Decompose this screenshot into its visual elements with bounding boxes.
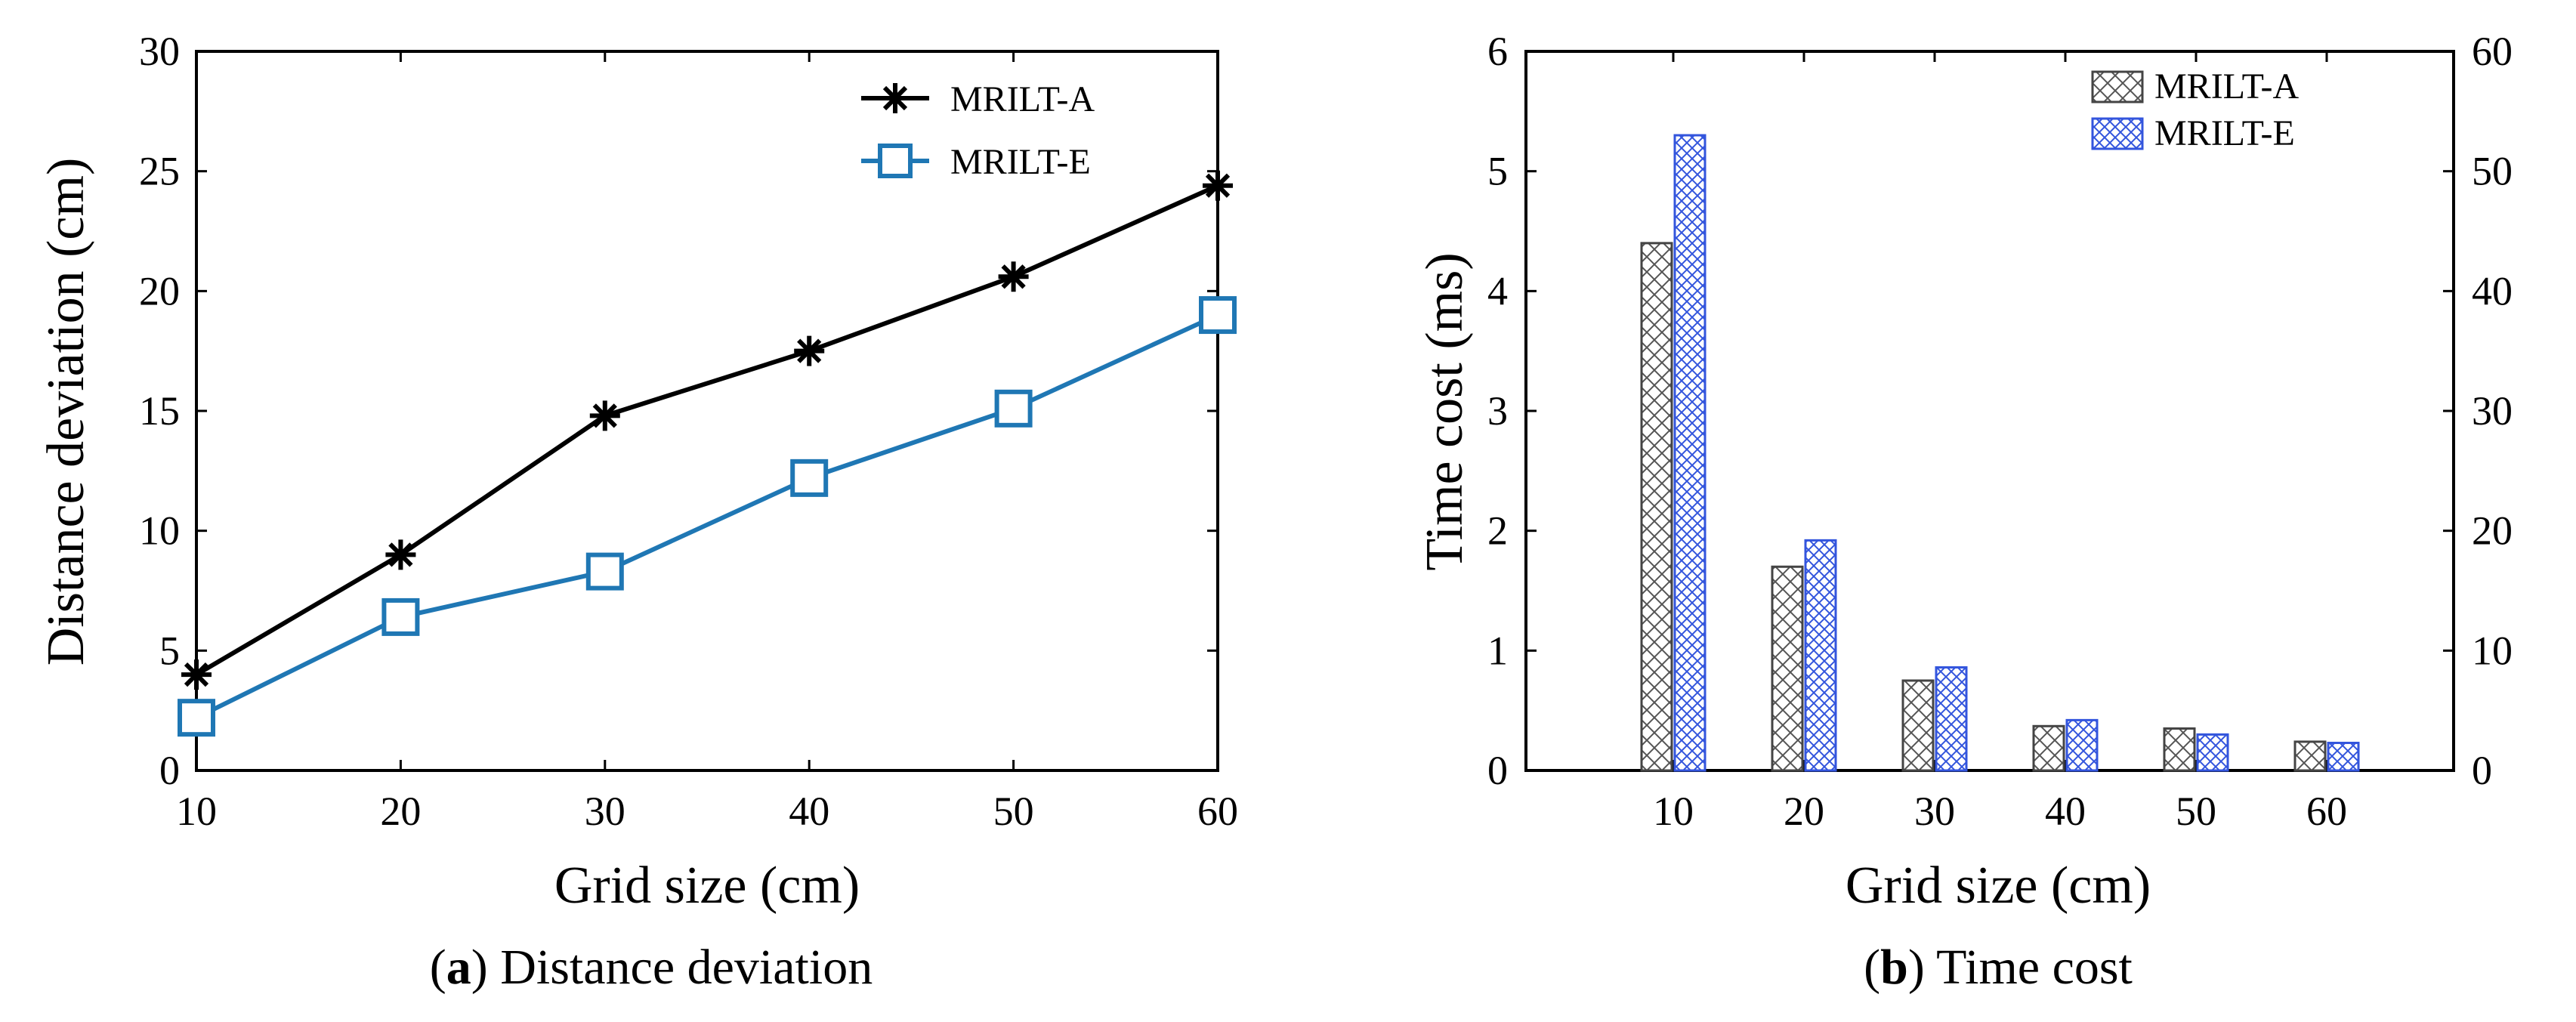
bar-mrilt-a (2163, 727, 2196, 772)
legend-label-mrilt-e-bar: MRILT-E (2154, 113, 2295, 153)
chart-a-x-axis-label: Grid size (cm) (554, 857, 860, 915)
legend-item-mrilt-e: MRILT-E (861, 142, 1091, 182)
bar-mrilt-a (1640, 242, 1673, 772)
data-point-mrilt-a (589, 400, 620, 431)
x-tick-label: 20 (1784, 789, 1824, 834)
chart-b-legend: MRILT-A MRILT-E (2091, 66, 2299, 153)
legend-item-mrilt-a: MRILT-A (861, 79, 1095, 119)
legend-marker-mrilt-a (880, 83, 910, 113)
data-point-mrilt-a (1203, 170, 1233, 201)
y-tick-label: 30 (139, 29, 180, 74)
y-tick-label: 20 (139, 268, 180, 313)
x-tick-label: 50 (993, 789, 1034, 834)
x-tick-label: 40 (2045, 789, 2086, 834)
x-tick-label: 60 (1197, 789, 1238, 834)
y-tick-label: 15 (139, 388, 180, 434)
legend-item-mrilt-a-bar: MRILT-A (2091, 66, 2299, 107)
data-point-mrilt-e (585, 552, 624, 591)
chart-b-caption: (b) Time cost (1864, 940, 2133, 995)
chart-b-caption-text: Time cost (1936, 940, 2133, 995)
chart-a-caption-text: Distance deviation (500, 940, 873, 995)
bar-mrilt-e (1673, 134, 1707, 772)
chart-b-x-axis: 10 20 30 40 50 60 (1653, 51, 2347, 834)
chart-b-y-axis-label: Time cost (ms) (1416, 252, 1474, 570)
data-point-mrilt-a (794, 335, 825, 366)
y-tick-label: 25 (139, 149, 180, 194)
legend-swatch-mrilt-e (2091, 117, 2144, 150)
legend-marker-mrilt-e (878, 144, 913, 178)
chart-b-x-axis-label: Grid size (cm) (1846, 857, 2151, 915)
chart-a-y-axis: 0 5 10 15 20 25 30 (139, 29, 1218, 793)
data-point-mrilt-e (994, 389, 1033, 428)
bar-mrilt-e (1804, 539, 1837, 772)
bar-mrilt-e (1935, 666, 1968, 772)
chart-a-caption-letter: a (446, 940, 471, 995)
chart-a-legend: MRILT-A MRILT-E (861, 79, 1095, 182)
y-tick-label: 0 (159, 748, 180, 793)
y-tick-label: 4 (1487, 268, 1508, 313)
chart-b-y-axis: 0 1 2 3 4 5 6 (1487, 29, 1537, 793)
x-tick-label: 50 (2176, 789, 2216, 834)
data-point-mrilt-e (790, 459, 829, 497)
series-line-mrilt-e (195, 313, 1219, 720)
x-tick-label: 40 (789, 789, 829, 834)
x-tick-label: 10 (176, 789, 217, 834)
y2-tick-label: 0 (2472, 748, 2492, 793)
bar-mrilt-e (2196, 733, 2229, 772)
y2-tick-label: 10 (2472, 628, 2513, 673)
x-tick-label: 30 (1914, 789, 1955, 834)
x-tick-label: 20 (380, 789, 421, 834)
legend-label-mrilt-a: MRILT-A (950, 79, 1095, 119)
legend-swatch-mrilt-a (2091, 70, 2144, 103)
y-tick-label: 6 (1487, 29, 1508, 74)
data-point-mrilt-a (181, 659, 212, 690)
chart-a-x-axis: 10 20 30 40 50 60 (176, 51, 1238, 834)
y-tick-label: 10 (139, 508, 180, 554)
chart-b: 0 1 2 3 4 5 6 0 10 20 30 40 50 60 10 20 30 40 50 60 Grid … (1416, 29, 2513, 995)
legend-item-mrilt-e-bar: MRILT-E (2091, 113, 2295, 153)
y-tick-label: 5 (1487, 149, 1508, 194)
legend-label-mrilt-a-bar: MRILT-A (2154, 66, 2299, 107)
bar-mrilt-a (1771, 565, 1804, 772)
bar-mrilt-a (2293, 740, 2327, 772)
y2-tick-label: 30 (2472, 388, 2513, 434)
y-tick-label: 5 (159, 628, 180, 673)
series-line-mrilt-a (195, 183, 1219, 677)
data-point-mrilt-e (381, 597, 420, 636)
y2-tick-label: 60 (2472, 29, 2513, 74)
data-point-mrilt-e (1199, 296, 1237, 335)
bar-mrilt-a (2032, 724, 2065, 772)
chart-a-plot-area (178, 170, 1237, 737)
y2-tick-label: 50 (2472, 149, 2513, 194)
chart-b-y2-axis: 0 10 20 30 40 50 60 (2443, 29, 2513, 793)
y-tick-label: 0 (1487, 748, 1508, 793)
bar-mrilt-a (1901, 679, 1935, 772)
chart-a-y-axis-label: Distance deviation (cm) (37, 158, 95, 666)
chart-b-plot-area (1640, 134, 2360, 772)
data-point-mrilt-a (385, 539, 416, 570)
y-tick-label: 2 (1487, 508, 1508, 554)
y-tick-label: 3 (1487, 388, 1508, 434)
chart-b-caption-letter: b (1880, 940, 1908, 995)
chart-a: 0 5 10 15 20 25 30 10 20 30 40 50 60 Grid size (cm)… (37, 29, 1238, 995)
x-tick-label: 60 (2306, 789, 2347, 834)
data-point-mrilt-e (178, 699, 215, 737)
x-tick-label: 10 (1653, 789, 1694, 834)
y2-tick-label: 20 (2472, 508, 2513, 554)
x-tick-label: 30 (585, 789, 625, 834)
data-point-mrilt-a (998, 261, 1029, 292)
bar-mrilt-e (2327, 742, 2360, 772)
chart-a-caption: (a) Distance deviation (430, 940, 873, 995)
bar-mrilt-e (2065, 718, 2099, 772)
y2-tick-label: 40 (2472, 268, 2513, 313)
legend-label-mrilt-e: MRILT-E (950, 142, 1091, 182)
y-tick-label: 1 (1487, 628, 1508, 673)
